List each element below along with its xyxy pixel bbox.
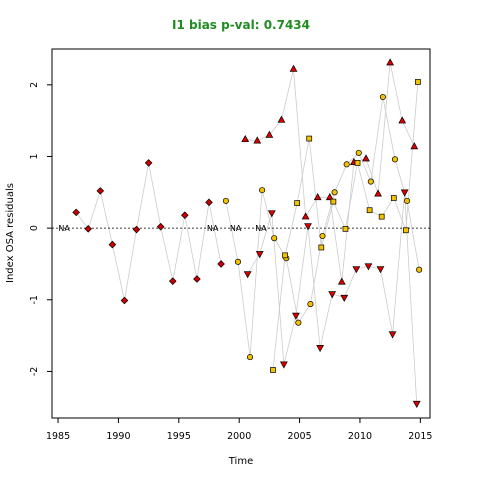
x-tick-label: 1985 bbox=[46, 431, 70, 442]
data-point-triangle bbox=[265, 130, 274, 138]
y-axis: -2 -1 0 1 2 bbox=[29, 82, 52, 376]
data-point-circle bbox=[331, 189, 338, 196]
data-point-inverted-triangle bbox=[328, 291, 337, 299]
data-point-square bbox=[415, 79, 421, 85]
data-point-inverted-triangle bbox=[352, 266, 361, 274]
data-point-diamond bbox=[84, 225, 93, 233]
data-point-circle bbox=[391, 156, 399, 163]
data-point-diamond bbox=[144, 159, 153, 167]
data-point-circle bbox=[404, 197, 411, 204]
data-point-diamond bbox=[72, 208, 80, 217]
data-point-circle bbox=[234, 258, 242, 265]
data-point-triangle bbox=[277, 115, 286, 123]
plot-frame bbox=[51, 48, 431, 419]
data-point-diamond bbox=[217, 260, 225, 268]
data-point-inverted-triangle bbox=[267, 210, 276, 218]
data-point-square bbox=[366, 207, 373, 214]
y-tick-label: 2 bbox=[29, 82, 40, 88]
data-point-diamond bbox=[156, 222, 165, 231]
data-point-diamond bbox=[181, 211, 189, 220]
data-point-triangle bbox=[398, 116, 407, 124]
data-point-inverted-triangle bbox=[412, 400, 421, 408]
data-point-inverted-triangle bbox=[279, 361, 288, 369]
data-point-triangle bbox=[337, 277, 346, 285]
data-point-inverted-triangle bbox=[364, 263, 373, 271]
data-point-inverted-triangle bbox=[376, 266, 385, 274]
x-tick-label: 2000 bbox=[227, 431, 251, 442]
data-point-circle bbox=[222, 197, 229, 204]
data-point-square bbox=[402, 227, 409, 234]
data-point-triangle bbox=[362, 154, 370, 162]
data-point-circle bbox=[295, 319, 302, 326]
data-point-circle bbox=[247, 354, 254, 361]
x-tick-label: 1990 bbox=[106, 431, 130, 442]
chart-title: I1 bias p-val: 0.7434 bbox=[172, 18, 310, 32]
data-point-circle bbox=[343, 161, 350, 168]
data-point-inverted-triangle bbox=[388, 331, 397, 339]
data-point-square bbox=[390, 195, 397, 201]
data-point-triangle bbox=[325, 192, 334, 201]
data-point-square bbox=[318, 244, 325, 251]
y-tick-label: -2 bbox=[29, 367, 40, 376]
data-point-square bbox=[306, 135, 313, 142]
data-point-square bbox=[270, 367, 276, 373]
na-label: NA bbox=[255, 224, 267, 233]
data-point-square bbox=[330, 198, 337, 205]
data-point-triangle bbox=[241, 134, 250, 143]
data-point-diamond bbox=[205, 198, 213, 207]
x-tick-label: 2015 bbox=[408, 431, 432, 442]
connector-lines bbox=[75, 62, 420, 404]
data-point-circle bbox=[307, 301, 314, 308]
data-point-square bbox=[282, 252, 288, 259]
x-tick-label: 2005 bbox=[287, 431, 311, 442]
data-point-triangle bbox=[253, 136, 262, 144]
data-point-diamond bbox=[120, 296, 129, 305]
na-label: NA bbox=[207, 224, 219, 233]
data-point-diamond bbox=[168, 277, 177, 285]
x-tick-label: 2010 bbox=[348, 431, 372, 442]
data-point-triangle bbox=[289, 64, 298, 72]
data-point-inverted-triangle bbox=[292, 312, 300, 320]
data-point-triangle bbox=[301, 212, 310, 220]
data-point-diamond bbox=[108, 240, 117, 249]
na-label: NA bbox=[230, 224, 242, 233]
data-point-inverted-triangle bbox=[304, 223, 312, 231]
data-point-circle bbox=[259, 187, 266, 194]
data-point-square bbox=[294, 200, 301, 206]
x-tick-label: 1995 bbox=[167, 431, 191, 442]
data-markers bbox=[72, 58, 423, 408]
data-point-triangle bbox=[374, 189, 382, 197]
data-point-square bbox=[342, 225, 349, 232]
data-point-square bbox=[378, 213, 385, 220]
x-axis-label: Time bbox=[228, 456, 253, 467]
data-point-triangle bbox=[313, 192, 322, 201]
data-point-inverted-triangle bbox=[255, 251, 264, 259]
data-point-inverted-triangle bbox=[316, 345, 324, 353]
data-point-circle bbox=[271, 235, 278, 242]
series-2-connector bbox=[245, 62, 415, 282]
data-point-circle bbox=[416, 266, 423, 273]
data-point-circle bbox=[355, 149, 362, 156]
y-axis-label: Index OSA residuals bbox=[5, 183, 16, 283]
na-label: NA bbox=[58, 224, 70, 233]
data-point-diamond bbox=[193, 275, 201, 283]
x-axis: 1985 1990 1995 2000 2005 2010 2015 bbox=[46, 418, 432, 442]
data-point-inverted-triangle bbox=[340, 294, 349, 302]
data-point-inverted-triangle bbox=[400, 189, 409, 197]
y-tick-label: 0 bbox=[29, 225, 40, 231]
data-point-triangle bbox=[386, 58, 395, 66]
na-labels: NA NA NA NA bbox=[58, 224, 267, 233]
data-point-inverted-triangle bbox=[243, 271, 252, 279]
data-point-diamond bbox=[96, 187, 105, 195]
data-point-diamond bbox=[132, 225, 141, 234]
data-point-triangle bbox=[410, 142, 419, 150]
y-tick-label: 1 bbox=[29, 153, 40, 159]
data-point-circle bbox=[319, 232, 326, 240]
data-point-circle bbox=[379, 93, 386, 101]
data-point-circle bbox=[367, 178, 374, 185]
data-point-square bbox=[354, 160, 361, 166]
y-tick-label: -1 bbox=[29, 295, 40, 304]
